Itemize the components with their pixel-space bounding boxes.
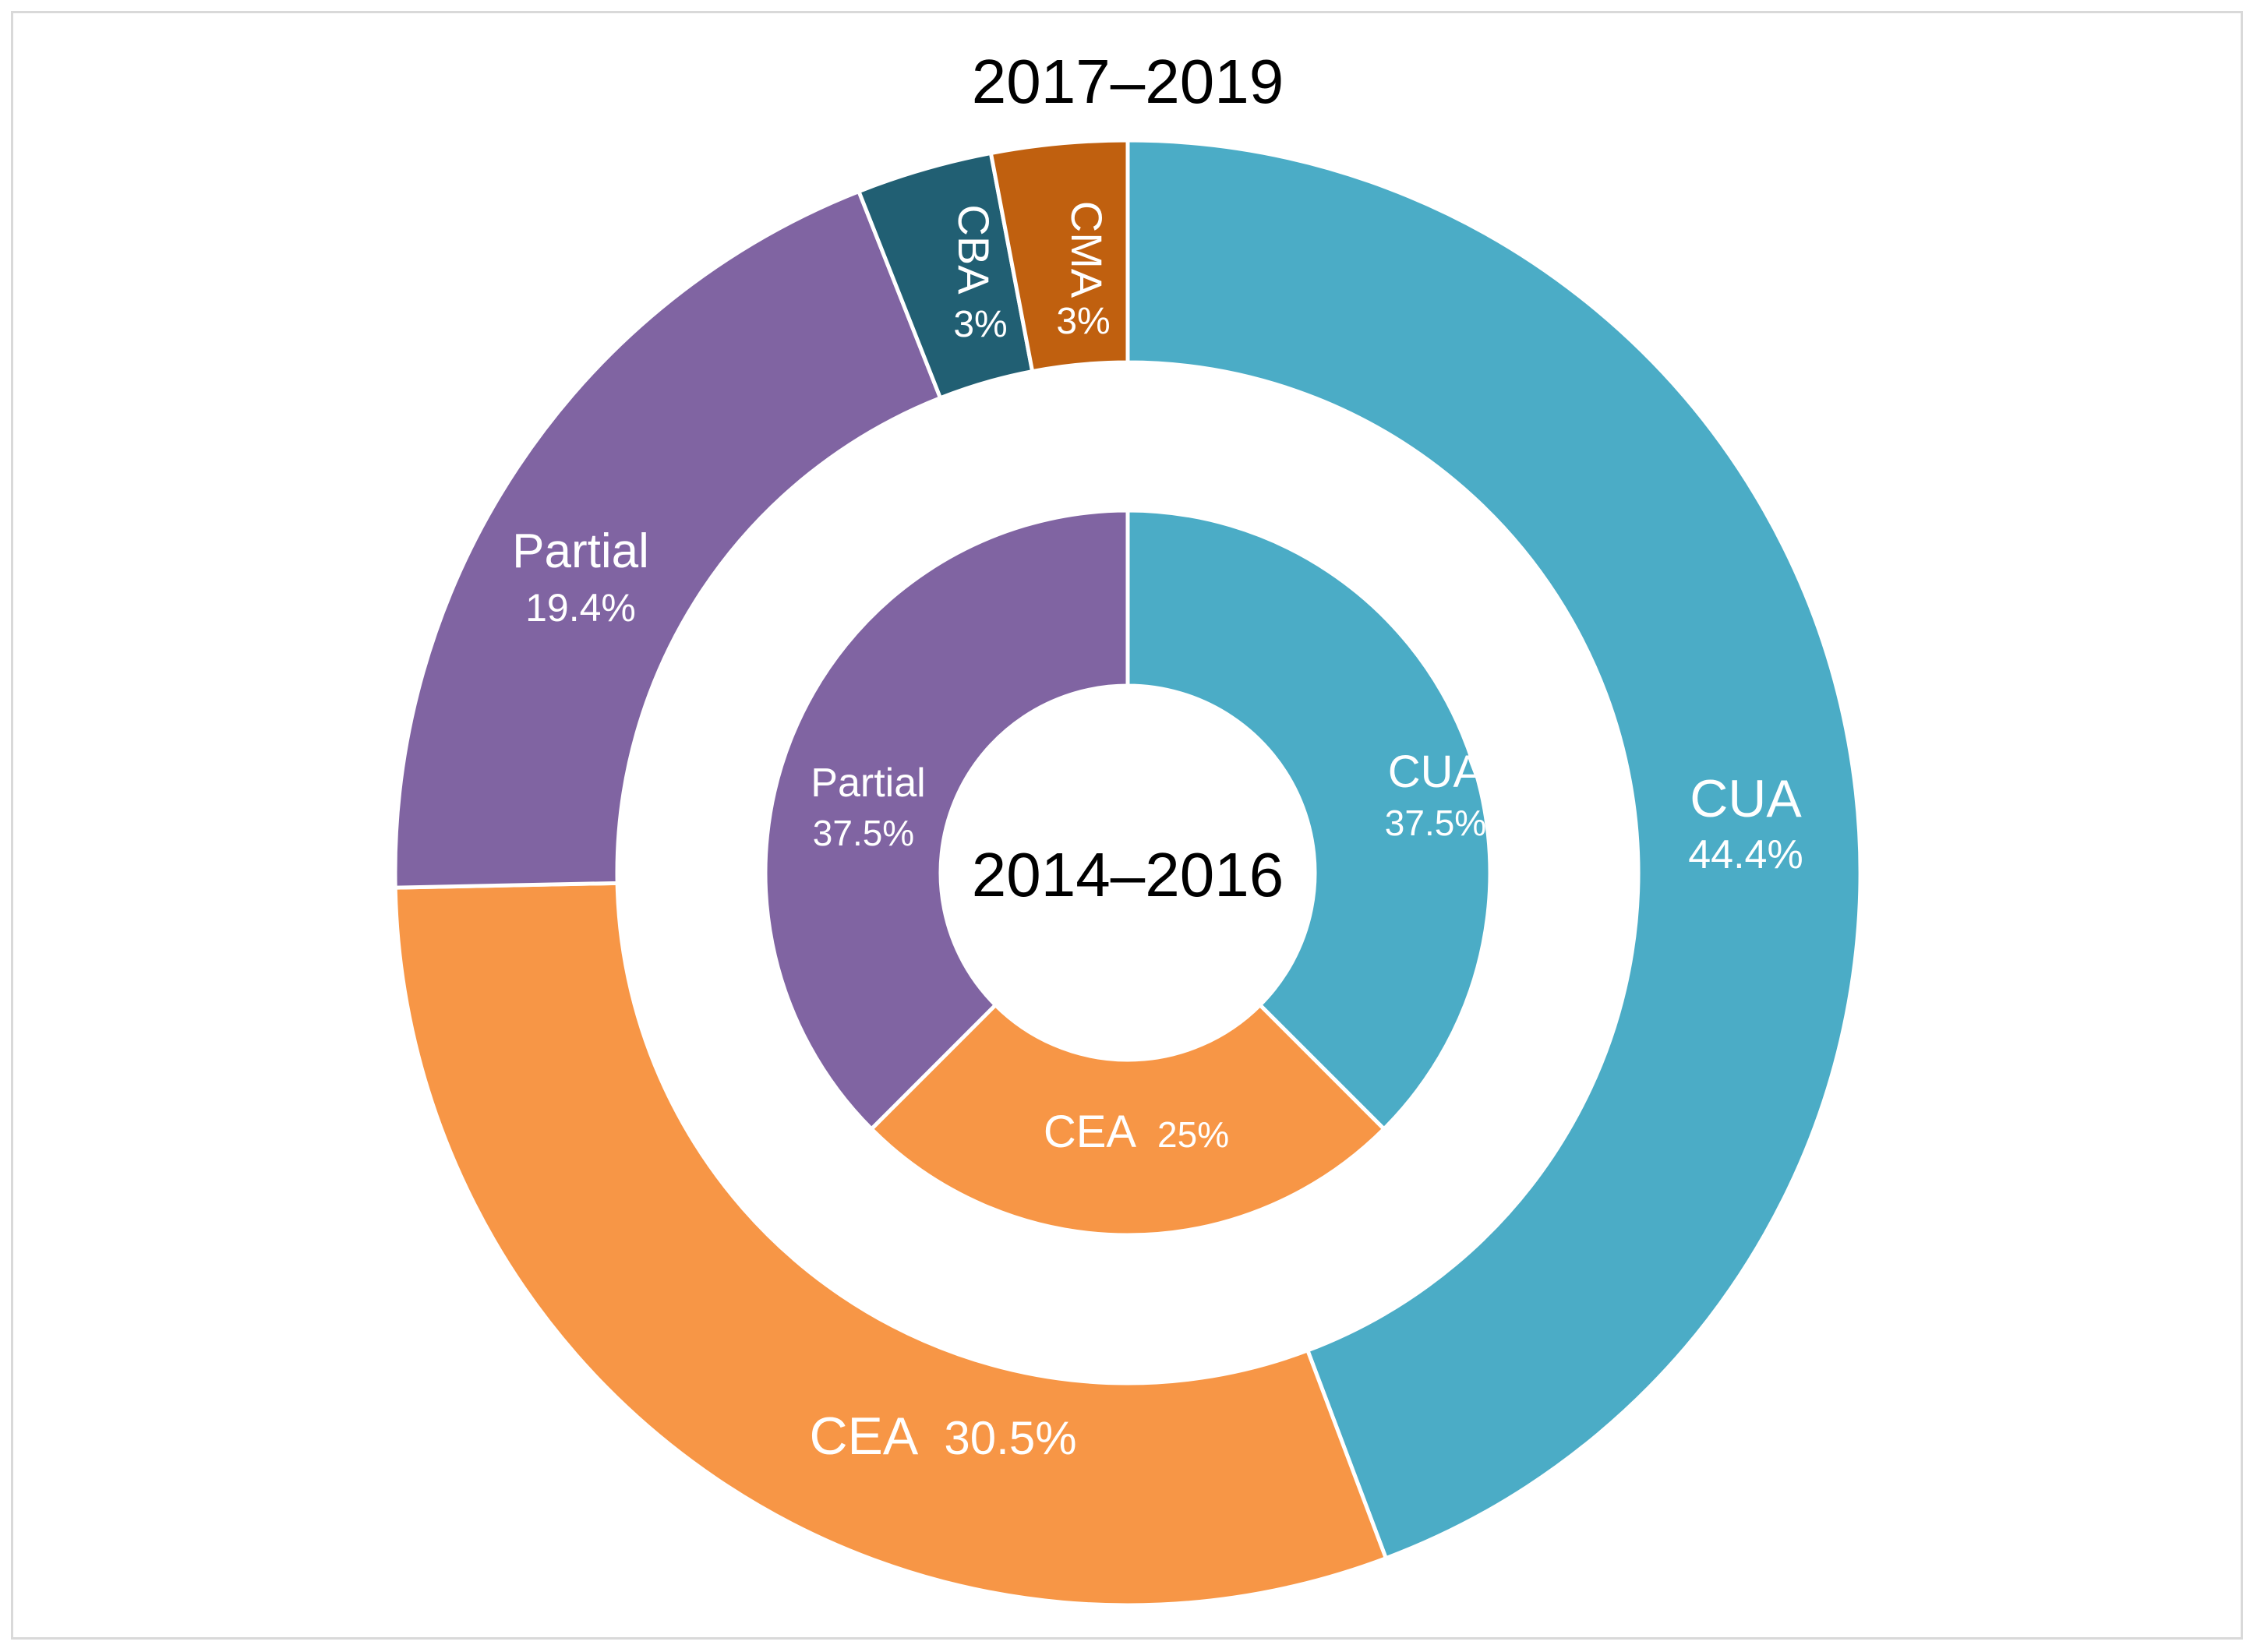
outer-ring-title: 2017–2019 bbox=[972, 47, 1284, 116]
outer-label-cma-value: 3% bbox=[1056, 301, 1110, 342]
inner-label-partial-name: Partial bbox=[811, 761, 925, 806]
outer-label-cma-name: CMA bbox=[1062, 201, 1111, 298]
outer-slice-cua bbox=[1125, 138, 1863, 1561]
outer-ring-2017-2019 bbox=[393, 138, 1863, 1608]
outer-label-cba-value: 3% bbox=[953, 304, 1007, 345]
outer-slice-partial bbox=[393, 189, 943, 890]
inner-label-partial-value: 37.5% bbox=[813, 813, 914, 853]
inner-label-cea: CEA 25% bbox=[1044, 1107, 1229, 1157]
outer-label-cua-value: 44.4% bbox=[1688, 832, 1803, 877]
outer-label-cea-value: 30.5% bbox=[944, 1412, 1076, 1464]
inner-ring-title: 2014–2016 bbox=[972, 840, 1284, 909]
inner-slice-cua bbox=[1125, 508, 1492, 1132]
inner-label-cea-name: CEA bbox=[1044, 1107, 1137, 1157]
outer-label-cua-name: CUA bbox=[1690, 769, 1802, 828]
inner-slice-cea bbox=[868, 1002, 1387, 1237]
inner-label-cea-value: 25% bbox=[1157, 1114, 1229, 1155]
outer-slice-cma bbox=[988, 138, 1130, 374]
outer-label-partial-value: 19.4% bbox=[525, 586, 636, 630]
inner-slice-partial bbox=[763, 508, 1130, 1132]
inner-label-cua-value: 37.5% bbox=[1385, 803, 1486, 843]
outer-label-cea: CEA 30.5% bbox=[809, 1407, 1076, 1466]
outer-label-partial-name: Partial bbox=[512, 524, 649, 578]
inner-label-cua-name: CUA bbox=[1388, 747, 1484, 797]
outer-label-cba-name: CBA bbox=[949, 204, 998, 295]
outer-label-cea-name: CEA bbox=[809, 1407, 918, 1466]
outer-slice-cea bbox=[393, 881, 1389, 1608]
inner-ring-2014-2016 bbox=[763, 508, 1492, 1237]
